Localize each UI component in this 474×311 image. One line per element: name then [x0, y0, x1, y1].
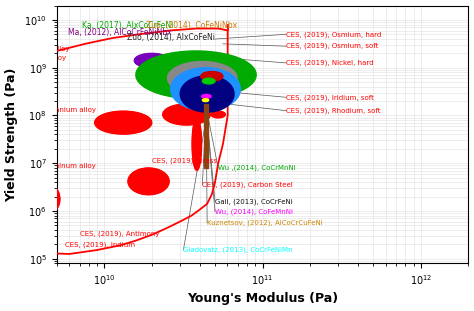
Polygon shape	[171, 68, 240, 111]
Text: CES, (2019), Osmium, hard: CES, (2019), Osmium, hard	[286, 31, 382, 38]
Polygon shape	[167, 62, 237, 95]
Text: CES, (2019), Nickel-titanium alloy: CES, (2019), Nickel-titanium alloy	[0, 106, 96, 113]
Text: Ka, (2017), AlxCoCrFeNi: Ka, (2017), AlxCoCrFeNi	[82, 21, 173, 30]
Polygon shape	[28, 182, 60, 216]
Y-axis label: Yield Strength (Pa): Yield Strength (Pa)	[6, 67, 18, 202]
Polygon shape	[95, 111, 152, 134]
Text: CES, (2019), Zinc-aluminum alloy: CES, (2019), Zinc-aluminum alloy	[0, 162, 95, 169]
Text: CES, (2019), Antimony: CES, (2019), Antimony	[81, 231, 160, 237]
Text: Zuo, (2014), CoFeNiNbx: Zuo, (2014), CoFeNiNbx	[146, 21, 237, 30]
Polygon shape	[201, 72, 223, 81]
Polygon shape	[211, 111, 225, 118]
Text: CES, (2019), Copper-nickel alloy: CES, (2019), Copper-nickel alloy	[0, 55, 66, 61]
Polygon shape	[192, 118, 201, 170]
Polygon shape	[180, 76, 234, 112]
X-axis label: Young's Modulus (Pa): Young's Modulus (Pa)	[187, 292, 338, 305]
Polygon shape	[163, 104, 210, 125]
Text: Kuznetsov, (2012), AlCoCrCuFeNi: Kuznetsov, (2012), AlCoCrCuFeNi	[207, 220, 323, 226]
Text: CES, (2019), Indium: CES, (2019), Indium	[64, 241, 135, 248]
Text: CES, (2019), Titanium, beta alloy: CES, (2019), Titanium, beta alloy	[0, 45, 70, 52]
Polygon shape	[202, 78, 215, 84]
Polygon shape	[136, 51, 256, 99]
Text: CES, (2019), Nickel, hard: CES, (2019), Nickel, hard	[286, 60, 374, 66]
Polygon shape	[204, 104, 208, 168]
Polygon shape	[128, 168, 169, 195]
Text: CES, (2019), Brass: CES, (2019), Brass	[152, 158, 217, 164]
Text: Wu ,(2014), CoCrMnNi: Wu ,(2014), CoCrMnNi	[218, 165, 296, 171]
Polygon shape	[134, 53, 169, 68]
Text: CES, (2019), Osmium, soft: CES, (2019), Osmium, soft	[286, 43, 379, 49]
Text: Wu, (2014), CoFeMnNi: Wu, (2014), CoFeMnNi	[215, 209, 293, 215]
Text: Gladovatz, (2013), CoCrFeNiMn: Gladovatz, (2013), CoCrFeNiMn	[183, 247, 293, 253]
Text: CES, (2019), Carbon Steel: CES, (2019), Carbon Steel	[202, 181, 293, 188]
Text: Gali, (2013), CoCrFeNi: Gali, (2013), CoCrFeNi	[215, 198, 293, 205]
Text: CES, (2019), Selenium: CES, (2019), Selenium	[0, 68, 25, 75]
Polygon shape	[202, 99, 209, 102]
Text: Ma, (2012), AlCoCrFeNiNbx: Ma, (2012), AlCoCrFeNiNbx	[68, 28, 172, 37]
Polygon shape	[201, 95, 211, 98]
Text: CES, (2019), Iridium, soft: CES, (2019), Iridium, soft	[286, 94, 374, 100]
Text: CES, (2019), Rhodium, soft: CES, (2019), Rhodium, soft	[286, 107, 381, 114]
Text: Zuo, (2014), AlxCoFeNi: Zuo, (2014), AlxCoFeNi	[127, 33, 215, 42]
Polygon shape	[0, 104, 31, 123]
Polygon shape	[190, 70, 209, 80]
